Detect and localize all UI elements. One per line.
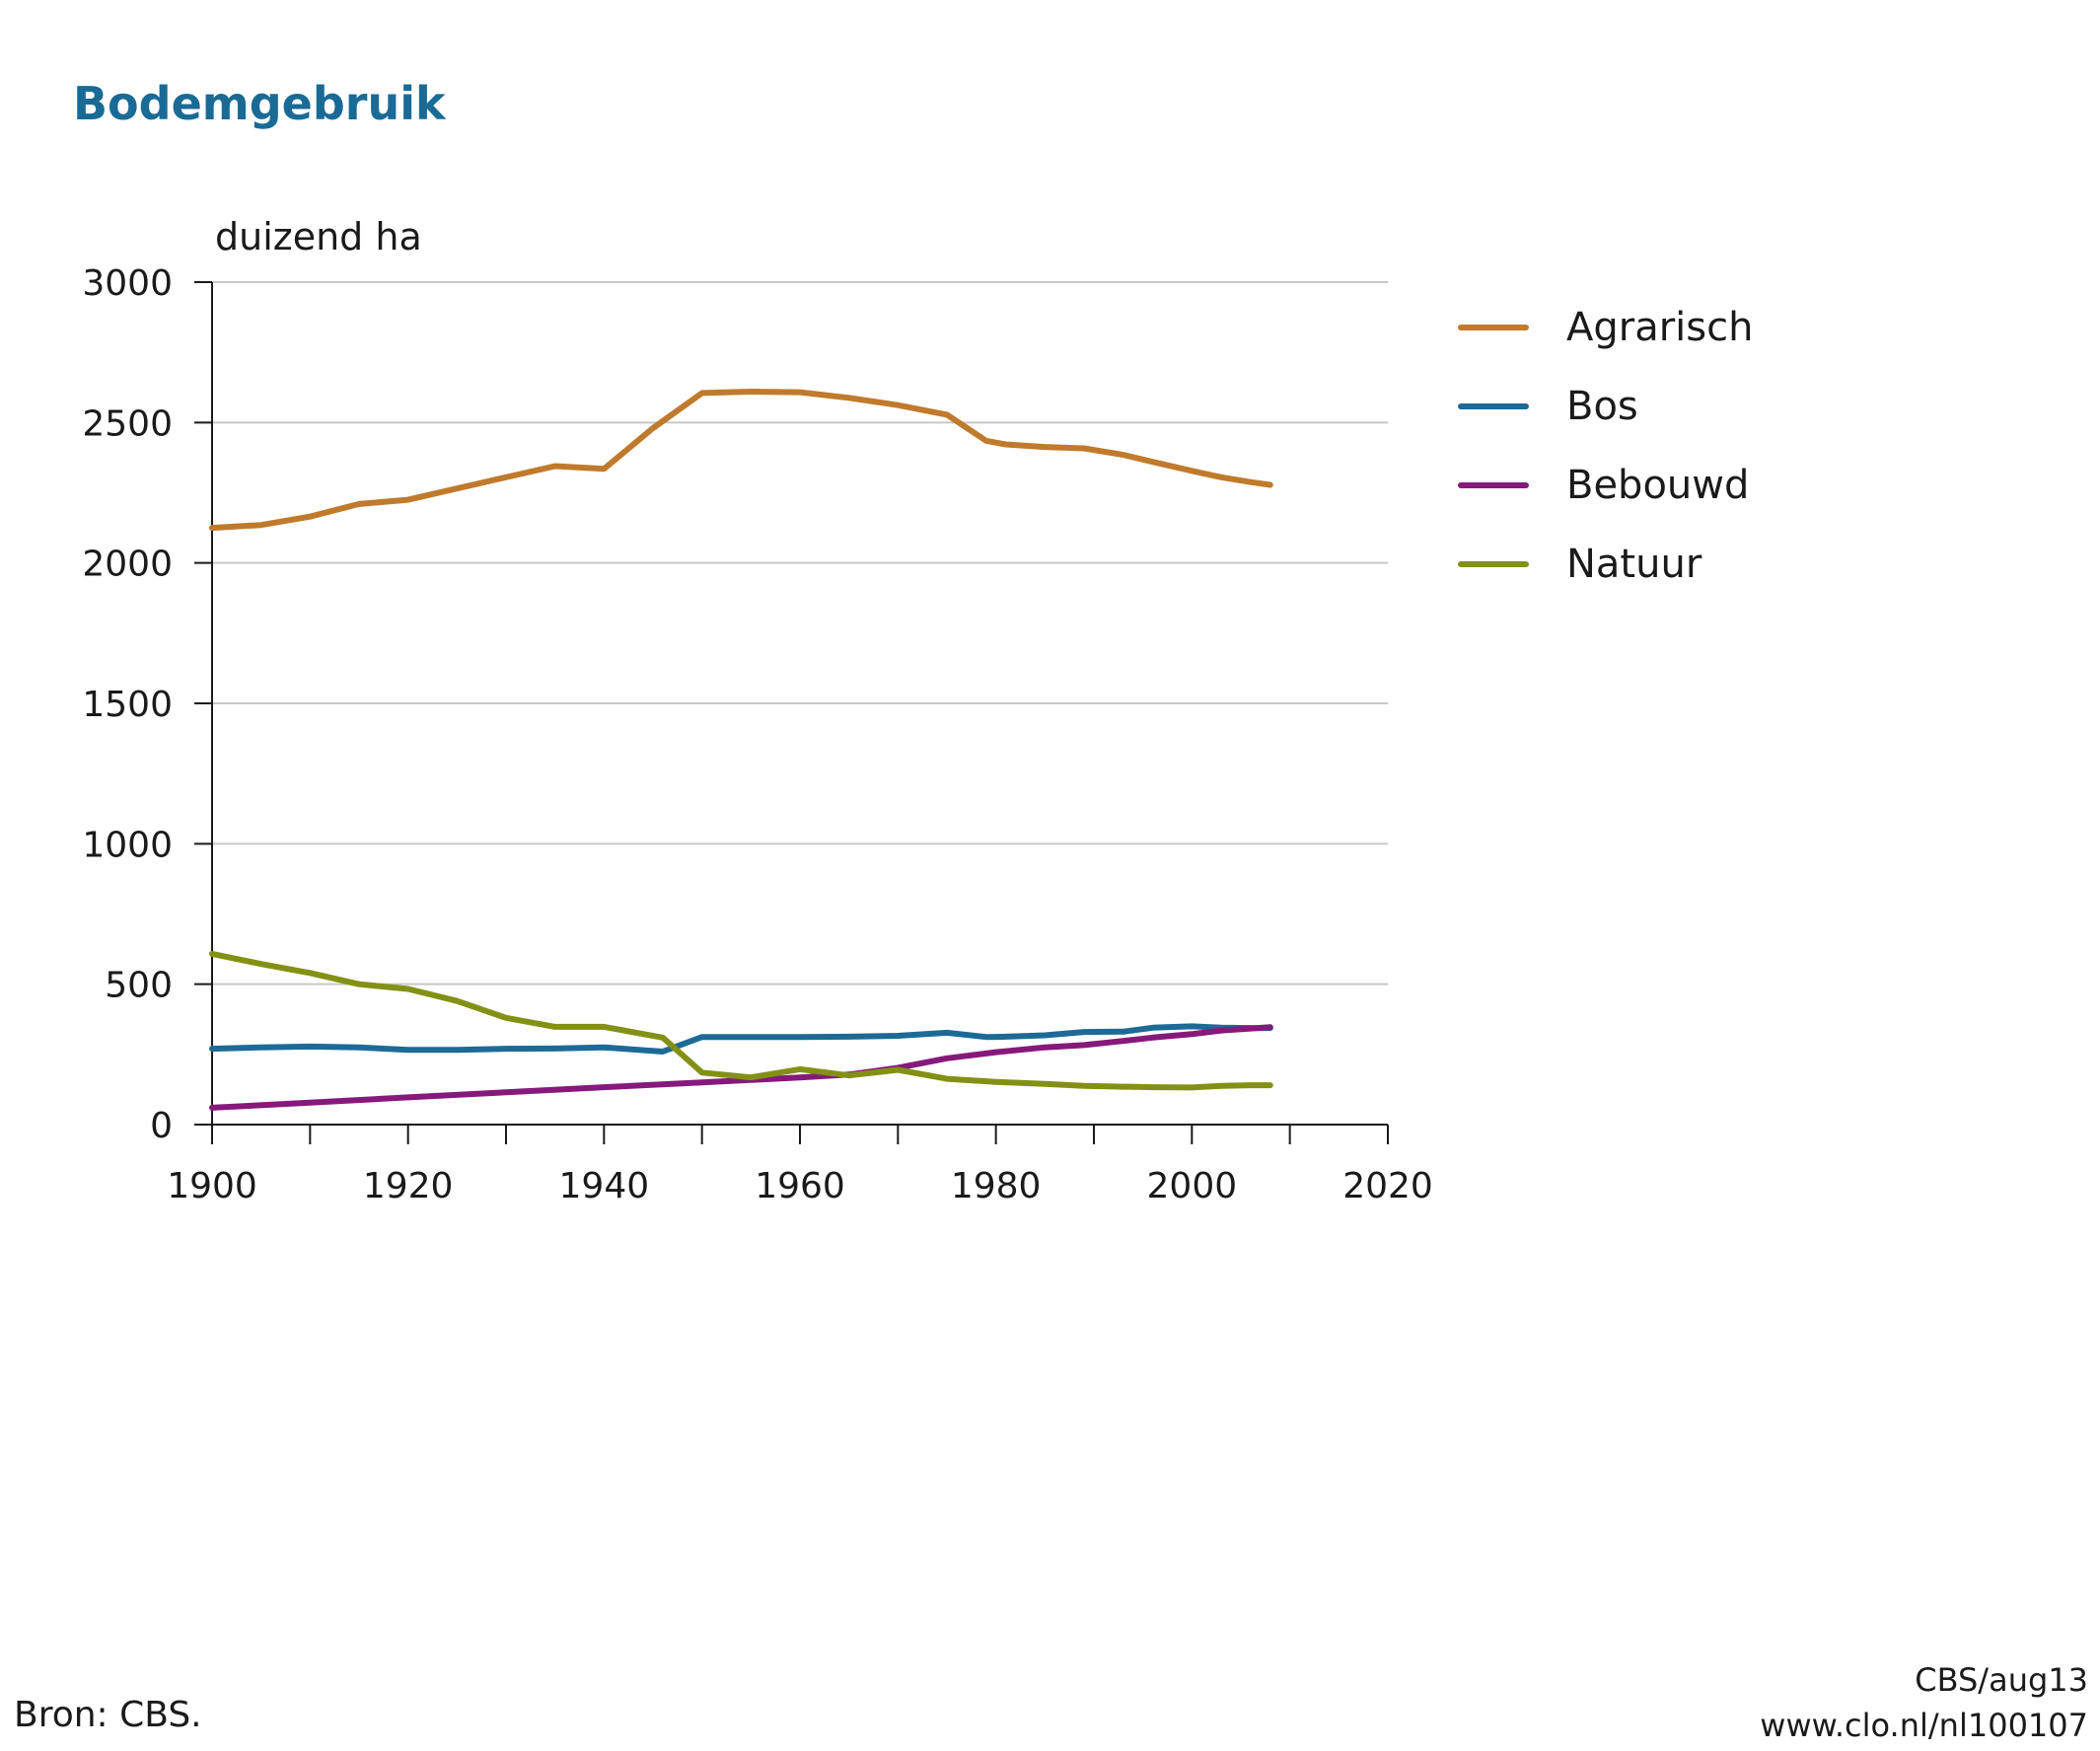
x-tick-label: 2020 — [1342, 1166, 1433, 1206]
legend-swatch-bebouwd — [1458, 482, 1529, 488]
x-tick-label: 1940 — [559, 1166, 650, 1206]
tick-labels: 0 500 1000 1500 2000 2500 3000 1900 1920 1940 1960… — [82, 263, 1432, 1206]
series-line-agrarisch — [209, 389, 1273, 532]
credit-block: CBS/aug13 www.clo.nl/nl100107 — [1760, 1657, 2088, 1748]
chart-title: Bodemgebruik — [73, 77, 446, 130]
legend-label-bos: Bos — [1566, 384, 1638, 429]
legend-swatch-bos — [1458, 403, 1529, 409]
y-axis-unit-label: duizend ha — [215, 215, 422, 258]
legend-label-natuur: Natuur — [1566, 542, 1702, 587]
legend: Agrarisch Bos Bebouwd Natuur — [1458, 288, 1753, 604]
legend-item-agrarisch: Agrarisch — [1458, 288, 1753, 367]
series-line-bos — [209, 1023, 1273, 1055]
legend-label-bebouwd: Bebouwd — [1566, 463, 1750, 508]
legend-swatch-natuur — [1458, 561, 1529, 567]
y-tick-label: 500 — [105, 966, 173, 1006]
y-tick-label: 2500 — [82, 403, 173, 444]
legend-item-bebouwd: Bebouwd — [1458, 446, 1753, 525]
legend-label-agrarisch: Agrarisch — [1566, 305, 1754, 350]
gridlines — [212, 281, 1388, 985]
legend-item-bos: Bos — [1458, 367, 1753, 446]
credit-url: www.clo.nl/nl100107 — [1760, 1707, 2088, 1744]
source-note: Bron: CBS. — [14, 1695, 202, 1735]
y-tick-label: 3000 — [82, 263, 173, 304]
series-lines — [209, 389, 1273, 1111]
series-line-natuur — [209, 950, 1273, 1091]
series-line-bebouwd — [209, 1024, 1273, 1111]
x-tick-label: 1920 — [363, 1166, 454, 1206]
axes — [194, 281, 1389, 1144]
x-tick-label: 1980 — [951, 1166, 1042, 1206]
x-tick-label: 1960 — [755, 1166, 845, 1206]
legend-swatch-agrarisch — [1458, 325, 1529, 330]
y-tick-label: 0 — [150, 1106, 173, 1146]
y-tick-label: 1500 — [82, 685, 173, 725]
credit-date: CBS/aug13 — [1915, 1661, 2088, 1699]
y-tick-label: 1000 — [82, 825, 173, 865]
x-tick-label: 1900 — [167, 1166, 257, 1206]
legend-item-natuur: Natuur — [1458, 525, 1753, 604]
y-tick-label: 2000 — [82, 545, 173, 585]
x-tick-label: 2000 — [1147, 1166, 1238, 1206]
